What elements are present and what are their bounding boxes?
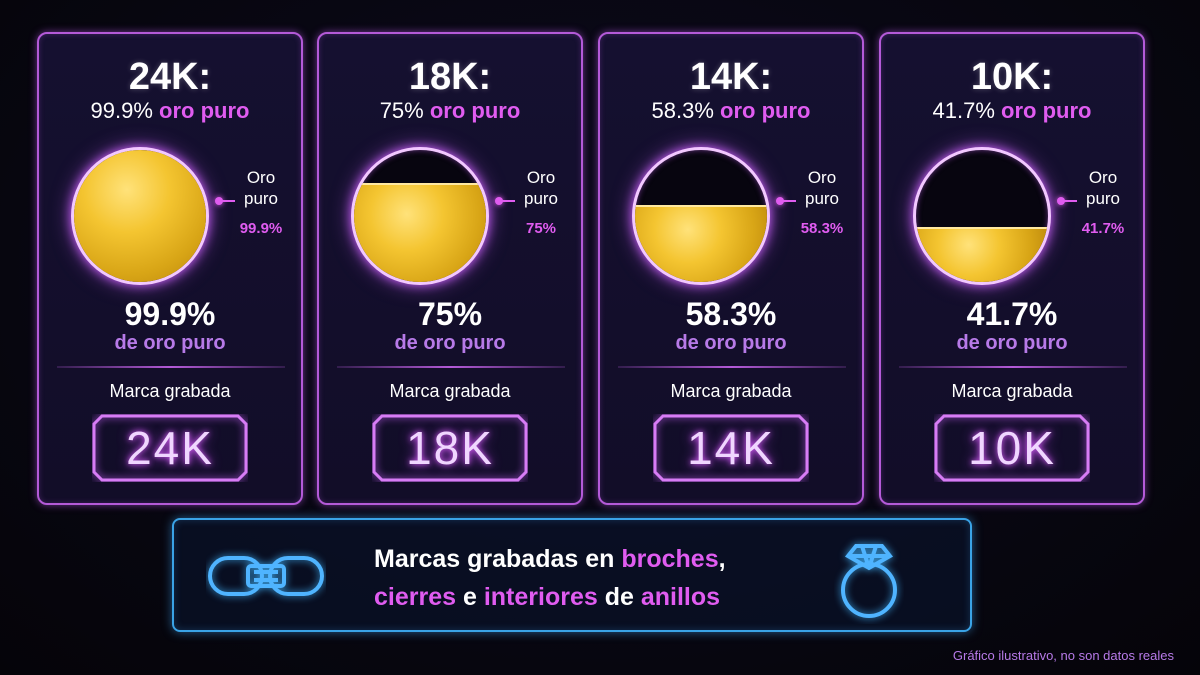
side-label: Oro puro: [1073, 167, 1133, 209]
gold-fill-circle: [632, 147, 770, 285]
purity-value: 99.9%: [90, 98, 153, 123]
karat-card-14k: 14K: 58.3% oro puro Oro puro 58.3% 58.3% …: [598, 32, 864, 505]
leader-line: [501, 200, 515, 202]
divider: [618, 366, 846, 368]
side-label-line1: Oro: [246, 168, 276, 187]
purity-text: oro puro: [720, 98, 811, 123]
gold-fill-circle: [71, 147, 209, 285]
hallmark-stamp: 18K: [372, 414, 528, 482]
side-label-line2: puro: [804, 189, 840, 208]
banner-text-part: ,: [718, 545, 726, 573]
purity-line: 75% oro puro: [319, 98, 581, 124]
gold-fill-circle: [351, 147, 489, 285]
side-label: Oro puro: [792, 167, 852, 209]
side-percent: 41.7%: [1081, 220, 1125, 237]
purity-value: 75%: [379, 98, 424, 123]
banner-accent-word: broches: [621, 545, 719, 573]
hallmark-stamp: 14K: [653, 414, 809, 482]
purity-value: 41.7%: [932, 98, 995, 123]
gold-fill: [74, 150, 206, 282]
leader-line: [1063, 200, 1077, 202]
sub-percent-text: de oro puro: [956, 332, 1068, 354]
mark-label: Marca grabada: [670, 381, 792, 401]
leader-dot: [215, 197, 223, 205]
stamp-text: 14K: [687, 422, 775, 474]
gold-fill: [916, 226, 1048, 282]
side-label: Oro puro: [231, 167, 291, 209]
purity-text: oro puro: [429, 98, 521, 123]
banner-accent-word: interiores: [483, 583, 598, 611]
leader-dot: [495, 197, 503, 205]
gold-fill: [635, 205, 767, 282]
karat-title: 18K:: [408, 56, 492, 98]
banner-accent-word: cierres: [374, 583, 457, 611]
divider: [57, 366, 285, 368]
side-label-line1: Oro: [526, 168, 556, 187]
side-percent: 58.3%: [800, 220, 844, 237]
mark-label: Marca grabada: [109, 381, 231, 401]
banner-text-part: e: [456, 583, 484, 611]
mark-label: Marca grabada: [389, 381, 511, 401]
banner-text: Marcas grabadas en broches, cierres e in…: [374, 540, 794, 616]
purity-line: 41.7% oro puro: [881, 98, 1143, 124]
stamp-text: 18K: [406, 422, 494, 474]
side-label-line2: puro: [523, 189, 559, 208]
karat-card-24k: 24K: 99.9% oro puro Oro puro 99.9% 99.9% …: [37, 32, 303, 505]
purity-text: oro puro: [159, 98, 250, 123]
side-label: Oro puro: [511, 167, 571, 209]
hallmark-stamp: 10K: [934, 414, 1090, 482]
karat-title: 24K:: [128, 56, 212, 98]
purity-line: 99.9% oro puro: [39, 98, 301, 124]
side-percent: 75%: [525, 220, 557, 237]
divider: [337, 366, 565, 368]
footnote: Gráfico ilustrativo, no son datos reales: [952, 648, 1174, 663]
leader-line: [782, 200, 796, 202]
karat-title: 10K:: [970, 56, 1054, 98]
divider: [899, 366, 1127, 368]
big-percent: 58.3%: [685, 296, 777, 332]
banner-text-part: de: [597, 583, 641, 611]
mark-label: Marca grabada: [951, 381, 1073, 401]
karat-card-18k: 18K: 75% oro puro Oro puro 75% 75% de oro…: [317, 32, 583, 505]
chain-link-icon: [206, 546, 326, 611]
karat-card-10k: 10K: 41.7% oro puro Oro puro 41.7% 41.7% …: [879, 32, 1145, 505]
engraving-banner: Marcas grabadas en broches, cierres e in…: [172, 518, 972, 632]
stamp-text: 24K: [126, 422, 214, 474]
leader-line: [221, 200, 235, 202]
side-label-line1: Oro: [807, 168, 837, 187]
banner-accent-word: anillos: [640, 583, 721, 611]
side-label-line2: puro: [243, 189, 279, 208]
banner-line-2: cierres e interiores de anillos: [374, 578, 794, 616]
ring-icon: [834, 528, 904, 629]
gold-fill: [354, 183, 486, 282]
side-percent: 99.9%: [239, 220, 283, 237]
purity-value: 58.3%: [651, 98, 714, 123]
purity-line: 58.3% oro puro: [600, 98, 862, 124]
big-percent: 99.9%: [124, 296, 216, 332]
side-label-line2: puro: [1085, 189, 1121, 208]
big-percent: 41.7%: [966, 296, 1058, 332]
leader-dot: [1057, 197, 1065, 205]
gold-fill-circle: [913, 147, 1051, 285]
stamp-text: 10K: [968, 422, 1056, 474]
leader-dot: [776, 197, 784, 205]
hallmark-stamp: 24K: [92, 414, 248, 482]
karat-title: 14K:: [689, 56, 773, 98]
big-percent: 75%: [417, 296, 483, 332]
banner-line-1: Marcas grabadas en broches,: [374, 540, 794, 578]
sub-percent-text: de oro puro: [394, 332, 506, 354]
sub-percent-text: de oro puro: [675, 332, 787, 354]
banner-text-part: Marcas grabadas en: [374, 545, 622, 573]
purity-text: oro puro: [1001, 98, 1092, 123]
side-label-line1: Oro: [1088, 168, 1118, 187]
sub-percent-text: de oro puro: [114, 332, 226, 354]
